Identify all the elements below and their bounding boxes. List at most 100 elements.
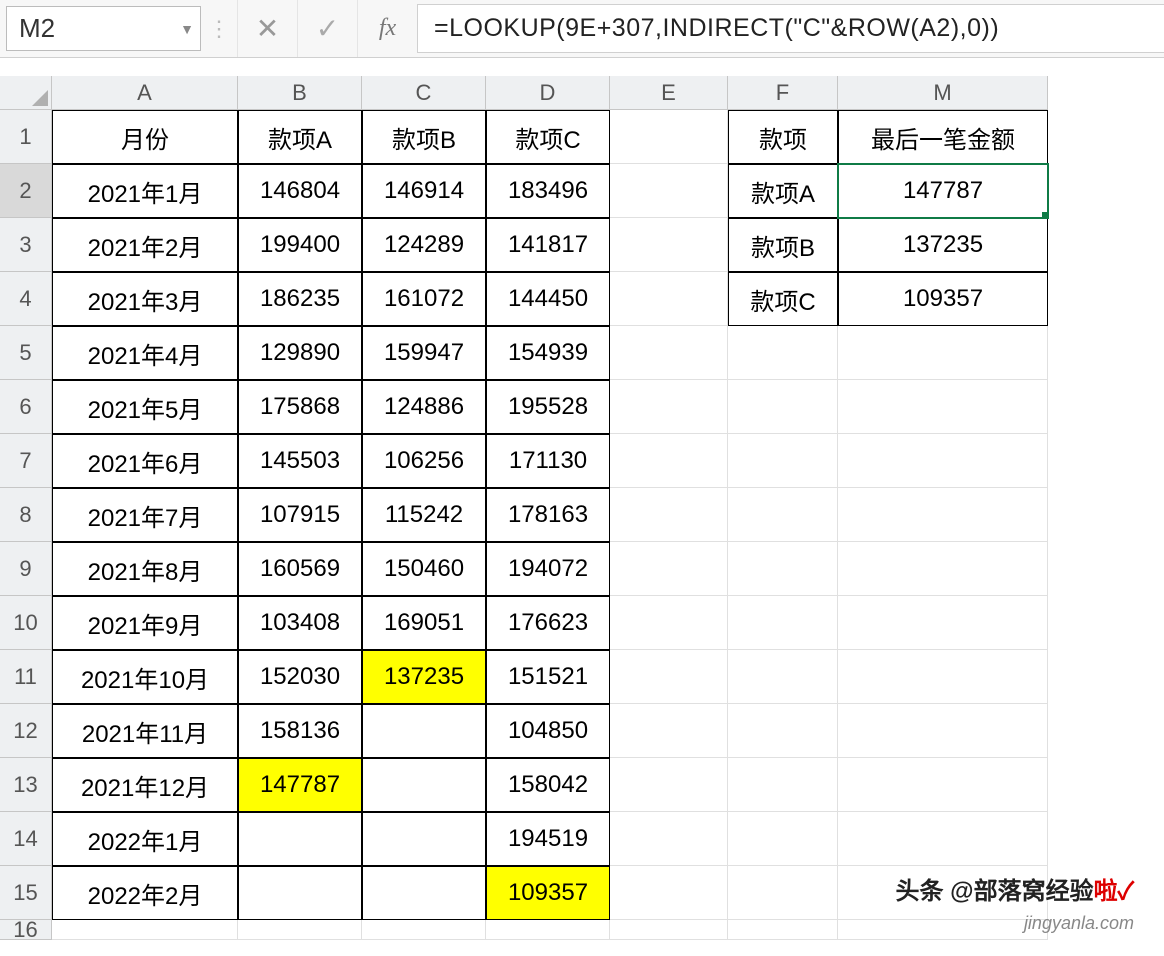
- cell-D10[interactable]: 176623: [486, 596, 610, 650]
- cell-A10[interactable]: 2021年9月: [52, 596, 238, 650]
- column-header-C[interactable]: C: [362, 76, 486, 110]
- column-header-F[interactable]: F: [728, 76, 838, 110]
- row-header-11[interactable]: 11: [0, 650, 52, 704]
- cell-B11[interactable]: 152030: [238, 650, 362, 704]
- cell-E7[interactable]: [610, 434, 728, 488]
- cell-D16[interactable]: [486, 920, 610, 940]
- cell-F8[interactable]: [728, 488, 838, 542]
- cell-M3[interactable]: 137235: [838, 218, 1048, 272]
- cell-F13[interactable]: [728, 758, 838, 812]
- cell-A15[interactable]: 2022年2月: [52, 866, 238, 920]
- cell-F10[interactable]: [728, 596, 838, 650]
- cell-E12[interactable]: [610, 704, 728, 758]
- cell-B8[interactable]: 107915: [238, 488, 362, 542]
- cell-B14[interactable]: [238, 812, 362, 866]
- cell-E11[interactable]: [610, 650, 728, 704]
- row-header-15[interactable]: 15: [0, 866, 52, 920]
- cell-B9[interactable]: 160569: [238, 542, 362, 596]
- cell-A12[interactable]: 2021年11月: [52, 704, 238, 758]
- row-header-3[interactable]: 3: [0, 218, 52, 272]
- cell-D9[interactable]: 194072: [486, 542, 610, 596]
- cell-A3[interactable]: 2021年2月: [52, 218, 238, 272]
- cell-M9[interactable]: [838, 542, 1048, 596]
- cell-A1[interactable]: 月份: [52, 110, 238, 164]
- cell-C11[interactable]: 137235: [362, 650, 486, 704]
- cell-C12[interactable]: [362, 704, 486, 758]
- cell-B4[interactable]: 186235: [238, 272, 362, 326]
- cell-D3[interactable]: 141817: [486, 218, 610, 272]
- cell-C1[interactable]: 款项B: [362, 110, 486, 164]
- cancel-formula-icon[interactable]: ✕: [237, 0, 297, 57]
- cell-M4[interactable]: 109357: [838, 272, 1048, 326]
- column-header-D[interactable]: D: [486, 76, 610, 110]
- row-header-10[interactable]: 10: [0, 596, 52, 650]
- cell-B6[interactable]: 175868: [238, 380, 362, 434]
- cell-M11[interactable]: [838, 650, 1048, 704]
- cell-F4[interactable]: 款项C: [728, 272, 838, 326]
- cell-C9[interactable]: 150460: [362, 542, 486, 596]
- cell-F3[interactable]: 款项B: [728, 218, 838, 272]
- cell-B3[interactable]: 199400: [238, 218, 362, 272]
- cell-E15[interactable]: [610, 866, 728, 920]
- cell-C6[interactable]: 124886: [362, 380, 486, 434]
- cell-D8[interactable]: 178163: [486, 488, 610, 542]
- cell-E10[interactable]: [610, 596, 728, 650]
- cell-E9[interactable]: [610, 542, 728, 596]
- cell-M8[interactable]: [838, 488, 1048, 542]
- cell-D6[interactable]: 195528: [486, 380, 610, 434]
- cell-D14[interactable]: 194519: [486, 812, 610, 866]
- cell-A16[interactable]: [52, 920, 238, 940]
- cell-E8[interactable]: [610, 488, 728, 542]
- cell-A2[interactable]: 2021年1月: [52, 164, 238, 218]
- cell-B13[interactable]: 147787: [238, 758, 362, 812]
- cell-M10[interactable]: [838, 596, 1048, 650]
- cell-F12[interactable]: [728, 704, 838, 758]
- cell-A8[interactable]: 2021年7月: [52, 488, 238, 542]
- column-header-E[interactable]: E: [610, 76, 728, 110]
- cell-C14[interactable]: [362, 812, 486, 866]
- cell-M13[interactable]: [838, 758, 1048, 812]
- cell-A6[interactable]: 2021年5月: [52, 380, 238, 434]
- cell-A13[interactable]: 2021年12月: [52, 758, 238, 812]
- name-box-dropdown-icon[interactable]: ▼: [180, 21, 194, 37]
- row-header-8[interactable]: 8: [0, 488, 52, 542]
- cell-C4[interactable]: 161072: [362, 272, 486, 326]
- cell-D11[interactable]: 151521: [486, 650, 610, 704]
- fx-icon[interactable]: fx: [357, 0, 417, 57]
- cell-C15[interactable]: [362, 866, 486, 920]
- cell-M2[interactable]: 147787: [838, 164, 1048, 218]
- row-header-1[interactable]: 1: [0, 110, 52, 164]
- cell-E3[interactable]: [610, 218, 728, 272]
- accept-formula-icon[interactable]: ✓: [297, 0, 357, 57]
- cell-D1[interactable]: 款项C: [486, 110, 610, 164]
- cell-B2[interactable]: 146804: [238, 164, 362, 218]
- cell-C5[interactable]: 159947: [362, 326, 486, 380]
- cell-C10[interactable]: 169051: [362, 596, 486, 650]
- cell-D12[interactable]: 104850: [486, 704, 610, 758]
- cell-M5[interactable]: [838, 326, 1048, 380]
- row-header-14[interactable]: 14: [0, 812, 52, 866]
- column-header-B[interactable]: B: [238, 76, 362, 110]
- formula-input[interactable]: =LOOKUP(9E+307,INDIRECT("C"&ROW(A2),0)): [417, 4, 1164, 53]
- cell-C13[interactable]: [362, 758, 486, 812]
- cell-B10[interactable]: 103408: [238, 596, 362, 650]
- cell-F6[interactable]: [728, 380, 838, 434]
- cell-M12[interactable]: [838, 704, 1048, 758]
- cell-A11[interactable]: 2021年10月: [52, 650, 238, 704]
- cell-B1[interactable]: 款项A: [238, 110, 362, 164]
- cell-E5[interactable]: [610, 326, 728, 380]
- cell-D4[interactable]: 144450: [486, 272, 610, 326]
- cell-D5[interactable]: 154939: [486, 326, 610, 380]
- cell-D2[interactable]: 183496: [486, 164, 610, 218]
- cell-E1[interactable]: [610, 110, 728, 164]
- cell-B7[interactable]: 145503: [238, 434, 362, 488]
- cell-F2[interactable]: 款项A: [728, 164, 838, 218]
- cell-A14[interactable]: 2022年1月: [52, 812, 238, 866]
- cell-M14[interactable]: [838, 812, 1048, 866]
- cell-A4[interactable]: 2021年3月: [52, 272, 238, 326]
- cell-E4[interactable]: [610, 272, 728, 326]
- cell-M6[interactable]: [838, 380, 1048, 434]
- row-header-12[interactable]: 12: [0, 704, 52, 758]
- column-header-M[interactable]: M: [838, 76, 1048, 110]
- cell-E6[interactable]: [610, 380, 728, 434]
